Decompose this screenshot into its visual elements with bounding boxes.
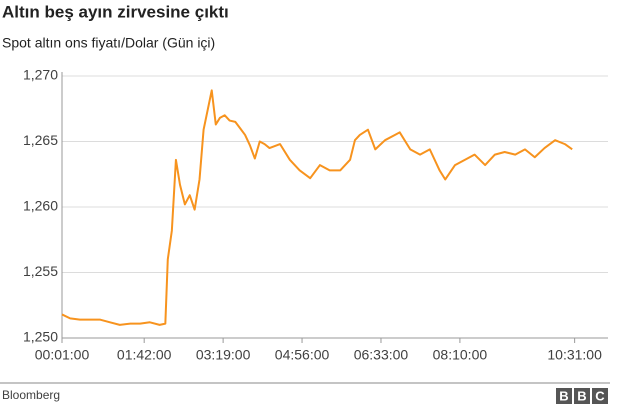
y-tick-label: 1,255	[23, 263, 58, 279]
price-line	[61, 89, 573, 326]
x-tick-label: 08:10:00	[433, 347, 488, 363]
x-tick-label: 10:31:00	[547, 347, 602, 363]
chart-subtitle: Spot altın ons fiyatı/Dolar (Gün içi)	[2, 35, 215, 51]
x-tick-label: 00:01:00	[35, 347, 90, 363]
x-tick-label: 01:42:00	[117, 347, 172, 363]
logo-block	[556, 388, 572, 404]
y-tick-label: 1,250	[23, 329, 58, 345]
logo-letter: C	[595, 388, 605, 403]
logo-block	[574, 388, 590, 404]
chart-title: Altın beş ayın zirvesine çıktı	[2, 2, 229, 21]
y-tick-label: 1,260	[23, 198, 58, 214]
x-tick-label: 04:56:00	[275, 347, 330, 363]
y-tick-label: 1,270	[23, 67, 58, 83]
x-tick-label: 03:19:00	[196, 347, 251, 363]
x-tick-label: 06:33:00	[354, 347, 409, 363]
logo-letter: B	[577, 388, 586, 403]
logo-block	[592, 388, 608, 404]
logo-letter: B	[559, 388, 568, 403]
source: Bloomberg	[2, 388, 60, 402]
y-tick-label: 1,265	[23, 132, 58, 148]
